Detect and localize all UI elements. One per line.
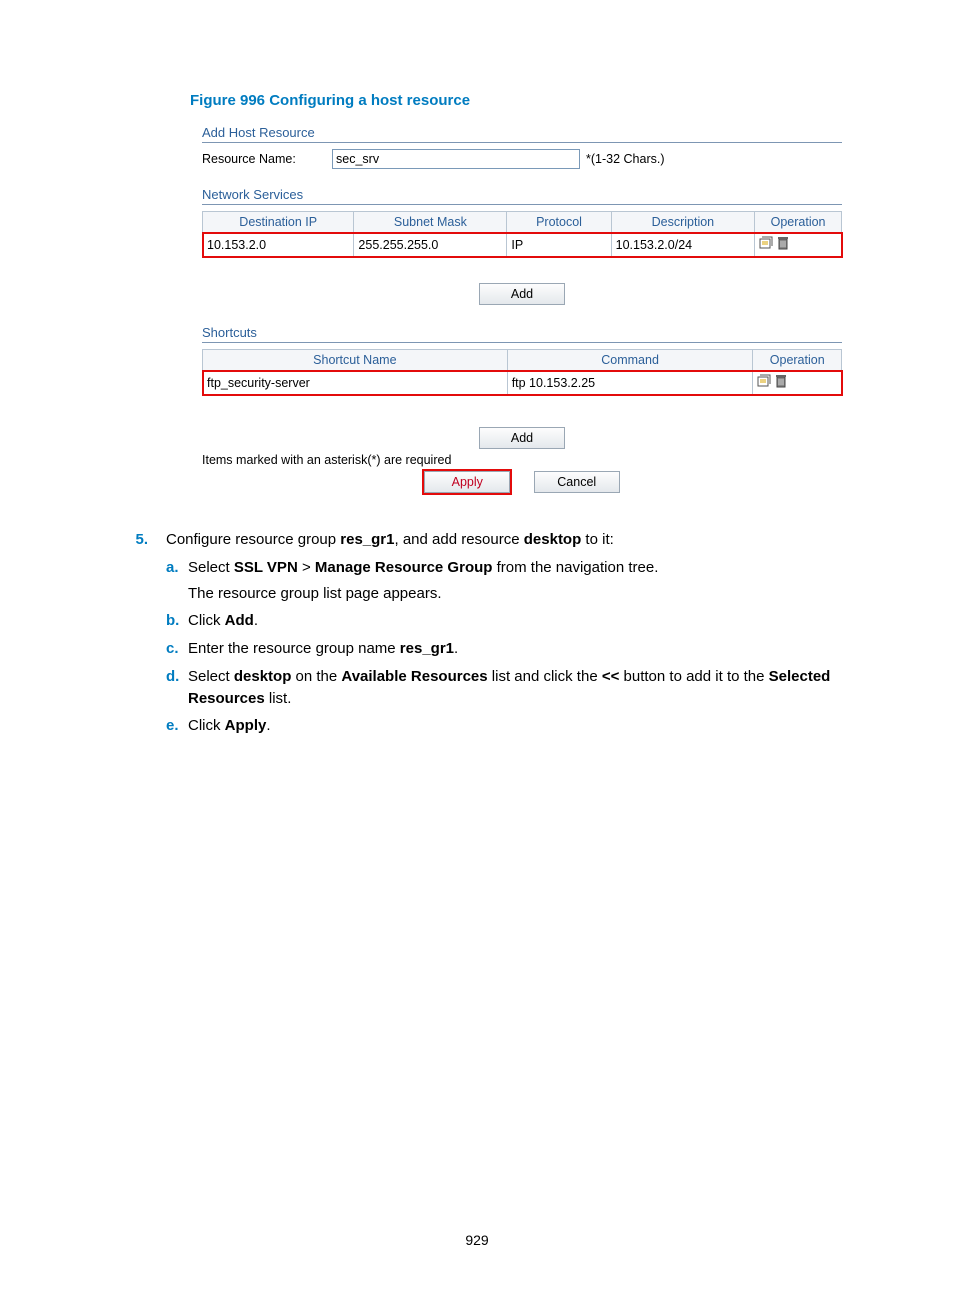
text: list. <box>265 690 292 707</box>
table-header-row: Shortcut Name Command Operation <box>203 350 842 371</box>
page-number: 929 <box>0 1232 954 1248</box>
substep-letter: d. <box>166 666 188 688</box>
section-network-services: Network Services <box>202 187 842 205</box>
required-note: Items marked with an asterisk(*) are req… <box>202 453 842 467</box>
section-shortcuts: Shortcuts <box>202 325 842 343</box>
text: list and click the <box>488 668 602 685</box>
edit-icon[interactable] <box>757 374 771 391</box>
cell-shortcut-name: ftp_security-server <box>203 371 508 395</box>
text: . <box>254 612 258 629</box>
substep-letter: e. <box>166 715 188 737</box>
trash-icon[interactable] <box>775 374 787 391</box>
col-command: Command <box>507 350 753 371</box>
cell-operation <box>753 371 842 395</box>
network-services-table: Destination IP Subnet Mask Protocol Desc… <box>202 211 842 257</box>
col-operation: Operation <box>755 212 842 233</box>
text-bold: desktop <box>234 668 292 685</box>
table-row: 10.153.2.0 255.255.255.0 IP 10.153.2.0/2… <box>203 233 842 257</box>
cell-subnet: 255.255.255.0 <box>354 233 507 257</box>
resource-name-row: Resource Name: *(1-32 Chars.) <box>202 149 842 169</box>
document-text: 5. Configure resource group res_gr1, and… <box>112 529 842 737</box>
col-shortcut-name: Shortcut Name <box>203 350 508 371</box>
resource-name-hint: *(1-32 Chars.) <box>586 152 665 166</box>
text-bold: Apply <box>225 717 267 734</box>
substep-text: Select desktop on the Available Resource… <box>188 666 842 710</box>
substep-text: Enter the resource group name res_gr1. <box>188 638 842 660</box>
cell-command: ftp 10.153.2.25 <box>507 371 753 395</box>
step-number: 5. <box>112 529 148 551</box>
text: Enter the resource group name <box>188 640 400 657</box>
col-dest-ip: Destination IP <box>203 212 354 233</box>
text: button to add it to the <box>619 668 768 685</box>
text-bold: Available Resources <box>341 668 487 685</box>
substep-letter: b. <box>166 610 188 632</box>
substep-letter: a. <box>166 557 188 579</box>
substep-text: Select SSL VPN > Manage Resource Group f… <box>188 557 842 579</box>
text-bold: SSL VPN <box>234 559 298 576</box>
substep-text: Click Add. <box>188 610 842 632</box>
text-bold: desktop <box>524 531 582 548</box>
text: , and add resource <box>394 531 523 548</box>
col-operation: Operation <box>753 350 842 371</box>
text-bold: Add <box>225 612 254 629</box>
add-shortcut-button[interactable]: Add <box>479 427 565 449</box>
text: . <box>454 640 458 657</box>
text: to it: <box>581 531 614 548</box>
step-text: Configure resource group res_gr1, and ad… <box>166 529 842 551</box>
cell-operation <box>755 233 842 257</box>
cell-description: 10.153.2.0/24 <box>611 233 754 257</box>
text: Click <box>188 612 225 629</box>
col-description: Description <box>611 212 754 233</box>
text-bold: res_gr1 <box>340 531 394 548</box>
text: Click <box>188 717 225 734</box>
substep-letter: c. <box>166 638 188 660</box>
trash-icon[interactable] <box>777 236 789 253</box>
substep-text: Click Apply. <box>188 715 842 737</box>
text: from the navigation tree. <box>492 559 658 576</box>
text-bold: << <box>602 668 620 685</box>
apply-button[interactable]: Apply <box>424 471 510 493</box>
text: Select <box>188 559 234 576</box>
text: > <box>298 559 315 576</box>
table-row: ftp_security-server ftp 10.153.2.25 <box>203 371 842 395</box>
section-add-host-resource: Add Host Resource <box>202 125 842 143</box>
text: on the <box>291 668 341 685</box>
shortcuts-table: Shortcut Name Command Operation ftp_secu… <box>202 349 842 395</box>
resource-name-input[interactable] <box>332 149 580 169</box>
text: Configure resource group <box>166 531 340 548</box>
screenshot-panel: Add Host Resource Resource Name: *(1-32 … <box>202 125 842 493</box>
figure-title: Figure 996 Configuring a host resource <box>190 92 842 109</box>
cell-protocol: IP <box>507 233 611 257</box>
text-bold: Manage Resource Group <box>315 559 493 576</box>
text-bold: res_gr1 <box>400 640 454 657</box>
edit-icon[interactable] <box>759 236 773 253</box>
cancel-button[interactable]: Cancel <box>534 471 620 493</box>
col-subnet: Subnet Mask <box>354 212 507 233</box>
resource-name-label: Resource Name: <box>202 152 332 166</box>
col-protocol: Protocol <box>507 212 611 233</box>
table-header-row: Destination IP Subnet Mask Protocol Desc… <box>203 212 842 233</box>
text: . <box>266 717 270 734</box>
substep-extra: The resource group list page appears. <box>188 583 842 605</box>
cell-dest-ip: 10.153.2.0 <box>203 233 354 257</box>
text: Select <box>188 668 234 685</box>
add-network-service-button[interactable]: Add <box>479 283 565 305</box>
